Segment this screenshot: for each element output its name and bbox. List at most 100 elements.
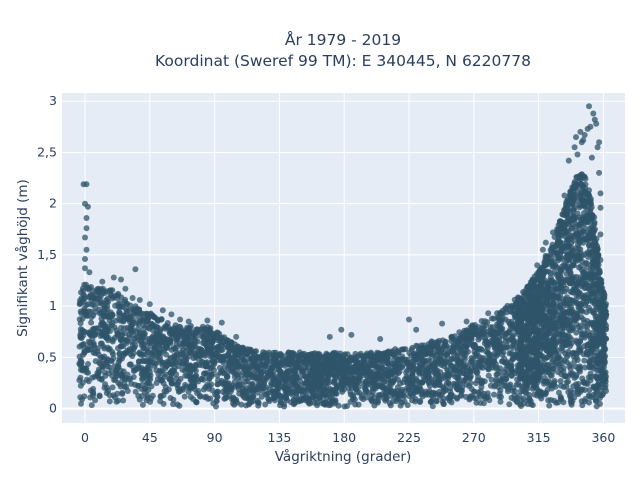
- scatter-point: [511, 341, 518, 348]
- scatter-point: [516, 322, 523, 329]
- scatter-point: [139, 401, 146, 408]
- scatter-point: [441, 371, 448, 378]
- scatter-point: [541, 312, 548, 319]
- scatter-point: [567, 393, 573, 399]
- scatter-point: [496, 393, 503, 400]
- scatter-point: [518, 403, 524, 409]
- scatter-point: [575, 252, 582, 259]
- scatter-point: [163, 351, 170, 358]
- scatter-point: [573, 314, 580, 321]
- scatter-point: [547, 247, 554, 253]
- scatter-point: [587, 268, 594, 275]
- scatter-point: [198, 333, 205, 340]
- scatter-point: [396, 368, 403, 375]
- scatter-point: [188, 366, 195, 373]
- scatter-point: [466, 396, 473, 403]
- scatter-point: [534, 392, 541, 399]
- scatter-point: [129, 353, 136, 360]
- scatter-point: [555, 226, 562, 233]
- scatter-point: [575, 391, 582, 398]
- scatter-point: [503, 309, 510, 316]
- scatter-point: [368, 392, 375, 399]
- scatter-point: [235, 374, 241, 381]
- scatter-point: [107, 328, 113, 335]
- scatter-point: [182, 381, 189, 388]
- scatter-point: [590, 320, 597, 327]
- scatter-point: [447, 362, 454, 369]
- scatter-point: [412, 398, 419, 405]
- scatter-point: [479, 331, 486, 338]
- scatter-point: [245, 401, 252, 408]
- scatter-point: [188, 376, 195, 383]
- scatter-point: [582, 396, 589, 402]
- scatter-point: [118, 303, 125, 310]
- scatter-point: [551, 379, 558, 386]
- scatter-point: [603, 322, 610, 329]
- scatter-point: [399, 346, 406, 353]
- scatter-point: [497, 309, 504, 316]
- scatter-point: [552, 331, 559, 338]
- scatter-point: [586, 304, 592, 311]
- scatter-point: [463, 342, 470, 349]
- scatter-point: [504, 388, 511, 395]
- scatter-point: [242, 352, 248, 359]
- scatter-point: [523, 311, 530, 318]
- scatter-point: [165, 324, 172, 330]
- scatter-point: [497, 387, 504, 394]
- scatter-point: [92, 358, 99, 365]
- scatter-point: [90, 349, 97, 356]
- scatter-point: [414, 366, 421, 373]
- scatter-point: [362, 389, 369, 396]
- scatter-point: [503, 330, 510, 337]
- scatter-point: [280, 375, 286, 382]
- scatter-point: [571, 357, 578, 364]
- scatter-point: [408, 358, 415, 365]
- scatter-point: [526, 328, 533, 335]
- scatter-point: [593, 313, 600, 320]
- scatter-point: [567, 387, 574, 394]
- scatter-point: [117, 343, 124, 350]
- scatter-point: [580, 316, 587, 323]
- scatter-point: [547, 397, 554, 403]
- scatter-point: [534, 270, 541, 277]
- scatter-point: [339, 371, 346, 378]
- scatter-point: [581, 215, 588, 222]
- scatter-point: [289, 364, 296, 371]
- scatter-point: [235, 364, 241, 371]
- scatter-point: [448, 348, 455, 354]
- scatter-point: [96, 392, 103, 399]
- scatter-point: [292, 374, 299, 381]
- scatter-point: [564, 337, 571, 344]
- scatter-point: [546, 320, 553, 327]
- scatter-point: [491, 350, 498, 357]
- scatter-point: [490, 332, 497, 338]
- scatter-points: [76, 103, 610, 410]
- scatter-point: [451, 355, 457, 362]
- scatter-point: [147, 398, 154, 405]
- scatter-point: [477, 357, 484, 364]
- scatter-point: [216, 334, 223, 341]
- scatter-point: [253, 367, 260, 374]
- scatter-point: [360, 396, 367, 403]
- scatter-point: [299, 351, 305, 358]
- scatter-point: [600, 346, 607, 353]
- scatter-point: [467, 380, 474, 386]
- scatter-point: [448, 399, 455, 406]
- scatter-point: [575, 202, 582, 209]
- scatter-point: [375, 356, 382, 363]
- scatter-point: [575, 341, 582, 348]
- scatter-point: [565, 227, 572, 234]
- scatter-point: [478, 326, 484, 332]
- scatter-point: [105, 334, 112, 341]
- scatter-point: [511, 392, 518, 399]
- scatter-point: [240, 368, 247, 375]
- scatter-point: [230, 400, 237, 407]
- scatter-point: [332, 390, 339, 397]
- scatter-point: [473, 399, 480, 406]
- scatter-point: [323, 353, 329, 360]
- scatter-point: [589, 299, 596, 305]
- scatter-point: [251, 374, 258, 380]
- scatter-point: [550, 303, 557, 310]
- scatter-point: [533, 385, 540, 392]
- scatter-point: [352, 401, 359, 408]
